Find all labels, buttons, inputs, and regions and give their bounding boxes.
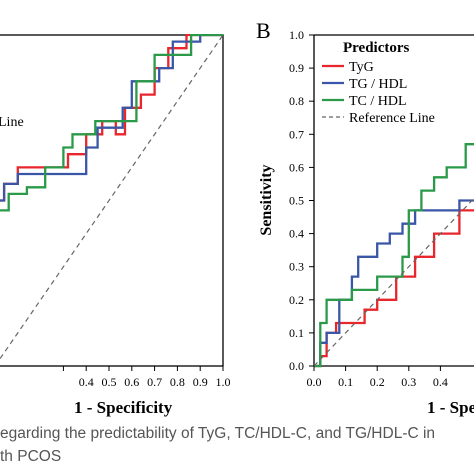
panel-b-x-axis-label: 1 - Spec	[427, 398, 474, 417]
panel-b-roc-curve-2	[314, 199, 474, 368]
panel-b-roc-curve-3	[314, 143, 474, 368]
panel-b-roc-curve-1	[314, 209, 474, 368]
chart-panel-a: 0.4 0.5 0.6 0.7 0.8 0.9 1.0 1 - Specificity Li…	[0, 34, 231, 417]
panel-b-y-tick-label: 0.7	[289, 127, 304, 141]
panel-b-x-axis: 0.0 0.1 0.2 0.3 0.4	[307, 366, 448, 389]
panel-b-y-tick-label: 0.3	[289, 260, 304, 274]
panel-b-reference-line	[314, 197, 474, 367]
panel-b-y-axis-label: Sensitivity	[258, 164, 275, 235]
panel-a-x-tick-label: 0.8	[170, 375, 185, 389]
chart-panel-b: B 0.00.10.20.30.40.50.60.70.80.91.0 0.0 0…	[256, 18, 474, 417]
panel-b-y-tick-label: 0.1	[289, 326, 304, 340]
panel-a-roc-curve-3	[0, 34, 223, 212]
panel-b-y-tick-label: 0.9	[289, 61, 304, 75]
panel-a-series-group	[0, 34, 224, 360]
panel-a-x-tick-label: 0.5	[102, 375, 117, 389]
panel-b-letter: B	[256, 18, 271, 43]
panel-a-x-tick-label: 1.0	[216, 375, 231, 389]
panel-b-x-tick-label: 0.0	[307, 375, 322, 389]
panel-b-x-tick-label: 0.4	[433, 375, 448, 389]
panel-a-x-tick-label: 0.4	[79, 375, 94, 389]
legend-label: TG / HDL	[349, 77, 407, 92]
panel-b-y-tick-label: 0.4	[289, 227, 304, 241]
panel-a-x-axis-label: 1 - Specificity	[74, 398, 173, 417]
panel-a-roc-curve-2	[0, 34, 223, 202]
caption-line-1: egarding the predictability of TyG, TC/H…	[0, 425, 436, 442]
panel-a-roc-curve-1	[0, 34, 223, 202]
panel-b-legend: Predictors TyG TG / HDL TC / HDL Reference …	[322, 40, 435, 126]
legend-label: TC / HDL	[349, 94, 407, 109]
panel-a-x-tick-label: 0.7	[147, 375, 162, 389]
caption-line-2: th PCOS	[0, 448, 62, 465]
panel-b-y-tick-label: 0.0	[289, 359, 304, 373]
panel-b-y-tick-label: 0.2	[289, 293, 304, 307]
legend-label: Reference Line	[349, 111, 435, 126]
figure-caption: egarding the predictability of TyG, TC/H…	[0, 422, 474, 468]
panel-b-y-tick-label: 0.6	[289, 160, 304, 174]
panel-b-x-tick-label: 0.1	[338, 375, 353, 389]
panel-b-x-tick-label: 0.3	[401, 375, 416, 389]
panel-a-reference-line	[0, 34, 224, 360]
panel-a-x-tick-label: 0.9	[193, 375, 208, 389]
panel-b-y-axis: 0.0 0.1 0.2 0.3 0.4 0.5 0.6 0.7 0.8 0.9 1.0	[289, 28, 314, 373]
legend-title: Predictors	[343, 40, 410, 56]
panel-b-y-tick-label: 1.0	[289, 28, 304, 42]
panel-a-x-tick-label: 0.6	[124, 375, 139, 389]
panel-a-legend-fragment: Line	[0, 115, 24, 130]
panel-a-frame	[0, 34, 224, 367]
legend-label: TyG	[349, 60, 374, 75]
panel-b-y-tick-label: 0.8	[289, 94, 304, 108]
panel-b-y-tick-label: 0.5	[289, 194, 304, 208]
panel-a-x-axis: 0.4 0.5 0.6 0.7 0.8 0.9 1.0	[62, 366, 231, 389]
panel-b-x-tick-label: 0.2	[370, 375, 385, 389]
panel-b-series-group	[314, 143, 474, 368]
